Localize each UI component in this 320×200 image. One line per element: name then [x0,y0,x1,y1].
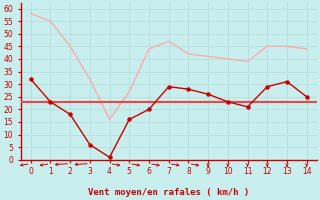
X-axis label: Vent moyen/en rafales ( km/h ): Vent moyen/en rafales ( km/h ) [88,188,249,197]
